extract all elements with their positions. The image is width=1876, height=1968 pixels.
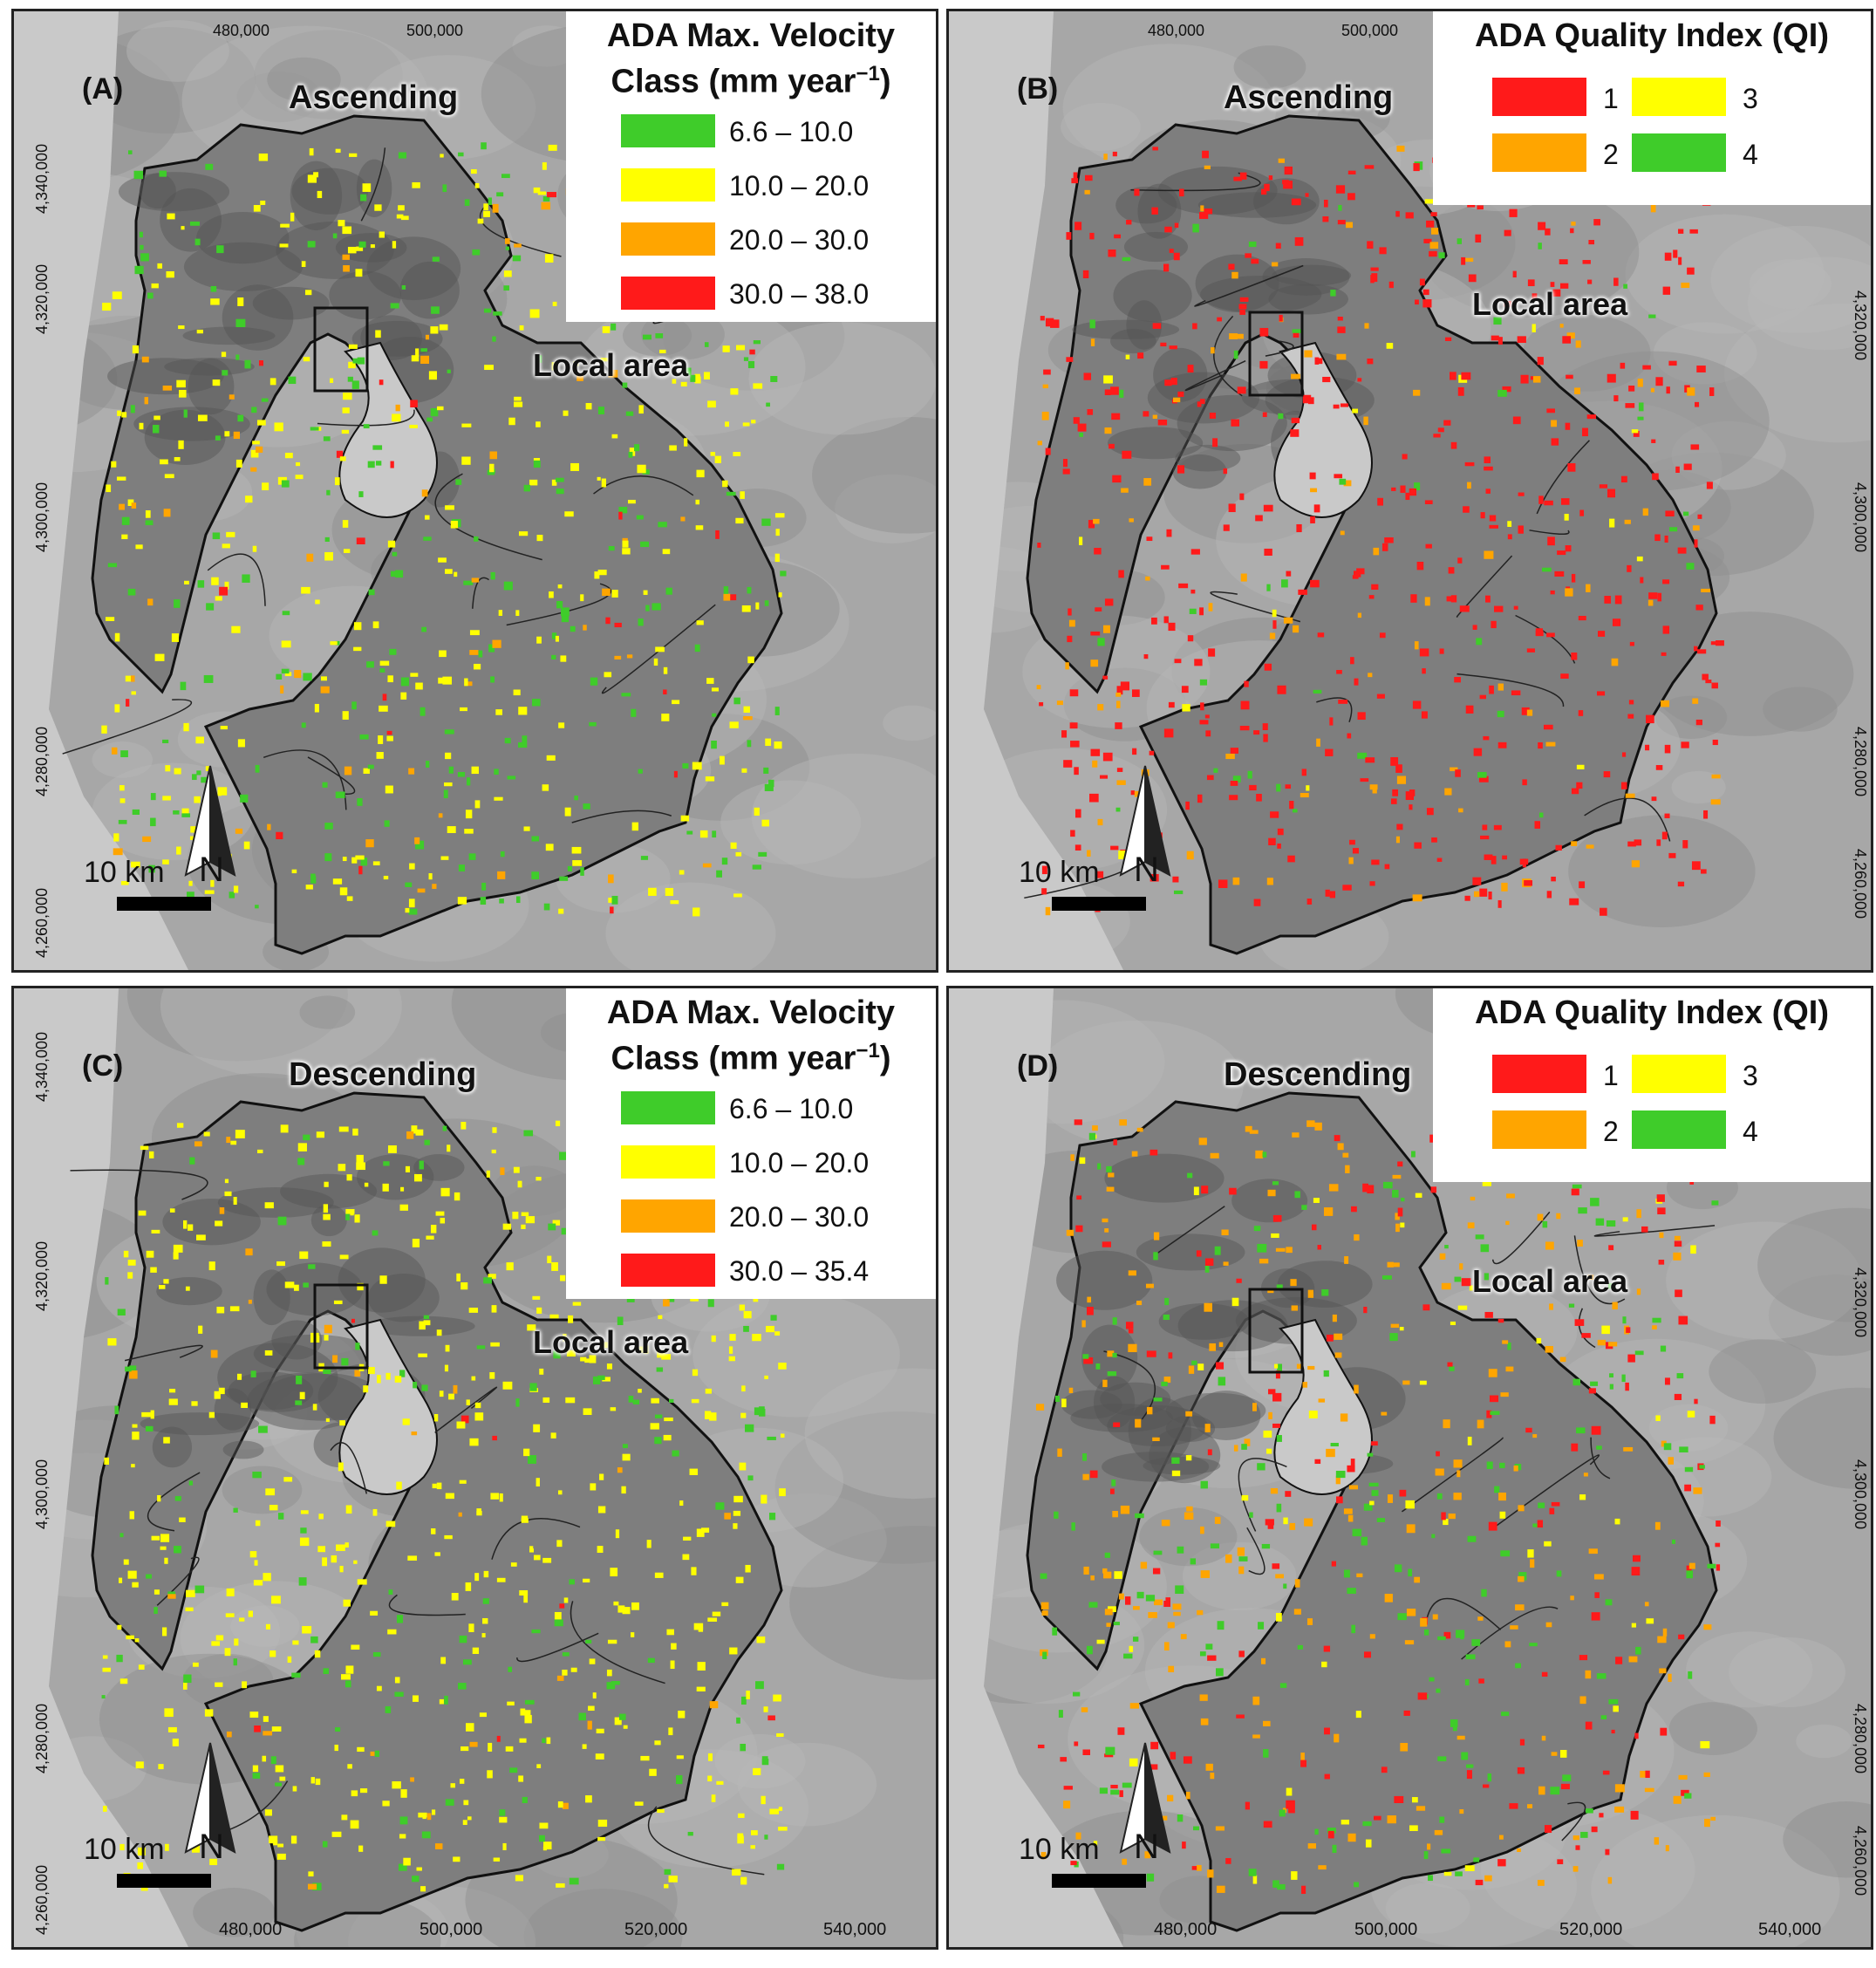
- tick-label-x: 500,000: [406, 22, 464, 39]
- tick-label-x: 540,000: [1758, 1920, 1822, 1939]
- panel-label: (C): [82, 1049, 124, 1083]
- legend-swatch: [1632, 133, 1726, 172]
- tick-label-x: 500,000: [420, 1920, 483, 1939]
- tick-label-y: 4,260,000: [33, 887, 51, 958]
- north-arrow-icon: [1119, 765, 1171, 877]
- legend-swatch: [1492, 1110, 1586, 1149]
- panel-label: (A): [82, 72, 124, 106]
- tick-label-y: 4,320,000: [33, 263, 51, 334]
- map-panel-c: (C) Descending Local area ADA Max. Veloc…: [11, 986, 938, 1950]
- north-label: N: [1134, 851, 1159, 889]
- legend-title: ADA Quality Index (QI): [1474, 17, 1830, 54]
- panel-label: (D): [1017, 1049, 1059, 1083]
- tick-label-y: 4,260,000: [1852, 1826, 1869, 1896]
- tick-label-x: 500,000: [1341, 22, 1399, 39]
- local-area-label: Local area: [1472, 286, 1628, 322]
- scale-label: 10 km: [84, 856, 165, 889]
- legend-swatch: [621, 1199, 715, 1233]
- tick-label-y: 4,340,000: [33, 1031, 51, 1102]
- legend-swatch: [1632, 78, 1726, 116]
- tick-label-x: 500,000: [1354, 1920, 1418, 1939]
- orbit-label: Ascending: [289, 79, 459, 116]
- velocity-legend: ADA Max. Velocity Class (mm year−1) 6.6 …: [566, 988, 936, 1299]
- tick-label-y: 4,320,000: [1852, 1268, 1869, 1338]
- legend-title: ADA Quality Index (QI): [1474, 994, 1830, 1031]
- orbit-label: Descending: [289, 1056, 477, 1093]
- tick-label-x: 520,000: [1559, 1920, 1623, 1939]
- legend-swatch: [621, 168, 715, 202]
- map-canvas: [949, 988, 1871, 1947]
- tick-label-y: 4,280,000: [1852, 727, 1869, 797]
- scale-label: 10 km: [1019, 1833, 1100, 1866]
- north-arrow-icon: [184, 1742, 236, 1854]
- tick-label-y: 4,300,000: [33, 1459, 51, 1529]
- tick-label-x: 480,000: [1148, 22, 1205, 39]
- tick-label-y: 4,300,000: [33, 482, 51, 552]
- orbit-label: Descending: [1224, 1056, 1412, 1093]
- legend-swatch: [621, 222, 715, 256]
- legend-swatch: [1632, 1110, 1726, 1149]
- map-panel-b: (B) Ascending Local area ADA Quality Ind…: [946, 9, 1873, 973]
- orbit-label: Ascending: [1224, 79, 1394, 116]
- north-label: N: [199, 851, 224, 889]
- scale-bar: [117, 897, 211, 911]
- north-label: N: [199, 1828, 224, 1866]
- local-area-label: Local area: [533, 1324, 689, 1360]
- legend-swatch: [621, 1254, 715, 1287]
- tick-label-y: 4,300,000: [1852, 482, 1869, 553]
- legend-swatch: [621, 114, 715, 147]
- legend-title: ADA Max. Velocity Class (mm year−1): [606, 994, 896, 1077]
- quality-index-legend: ADA Quality Index (QI) 1 2 3 4: [1433, 988, 1871, 1182]
- scale-bar: [117, 1874, 211, 1888]
- quality-index-legend: ADA Quality Index (QI) 1 2 3 4: [1433, 11, 1871, 205]
- tick-label-x: 480,000: [219, 1920, 283, 1939]
- tick-label-x: 480,000: [1154, 1920, 1218, 1939]
- tick-label-y: 4,280,000: [33, 726, 51, 796]
- north-arrow-icon: [184, 765, 236, 877]
- tick-label-x: 540,000: [823, 1920, 887, 1939]
- legend-swatch: [621, 1091, 715, 1124]
- tick-label-y: 4,280,000: [1852, 1704, 1869, 1774]
- panel-label: (B): [1017, 72, 1059, 106]
- local-area-label: Local area: [533, 347, 689, 383]
- map-panel-a: (A) Ascending Local area ADA Max. Veloci…: [11, 9, 938, 973]
- scale-label: 10 km: [1019, 856, 1100, 889]
- north-label: N: [1134, 1828, 1159, 1866]
- tick-label-y: 4,340,000: [33, 143, 51, 214]
- tick-label-y: 4,280,000: [33, 1703, 51, 1773]
- legend-swatch: [1632, 1055, 1726, 1093]
- legend-swatch: [1492, 133, 1586, 172]
- tick-label-x: 480,000: [213, 22, 270, 39]
- map-panel-d: (D) Descending Local area ADA Quality In…: [946, 986, 1873, 1950]
- tick-label-y: 4,260,000: [33, 1864, 51, 1935]
- legend-swatch: [1492, 1055, 1586, 1093]
- legend-swatch: [621, 277, 715, 310]
- tick-label-y: 4,300,000: [1852, 1459, 1869, 1530]
- tick-label-x: 520,000: [624, 1920, 688, 1939]
- tick-label-y: 4,320,000: [33, 1240, 51, 1311]
- local-area-label: Local area: [1472, 1263, 1628, 1299]
- north-arrow-icon: [1119, 1742, 1171, 1854]
- velocity-legend: ADA Max. Velocity Class (mm year−1) 6.6 …: [566, 11, 936, 322]
- legend-title: ADA Max. Velocity Class (mm year−1): [606, 17, 896, 100]
- tick-label-y: 4,260,000: [1852, 849, 1869, 919]
- legend-swatch: [1492, 78, 1586, 116]
- tick-label-y: 4,320,000: [1852, 290, 1869, 361]
- scale-label: 10 km: [84, 1833, 165, 1866]
- scale-bar: [1052, 897, 1146, 911]
- legend-swatch: [621, 1145, 715, 1179]
- scale-bar: [1052, 1874, 1146, 1888]
